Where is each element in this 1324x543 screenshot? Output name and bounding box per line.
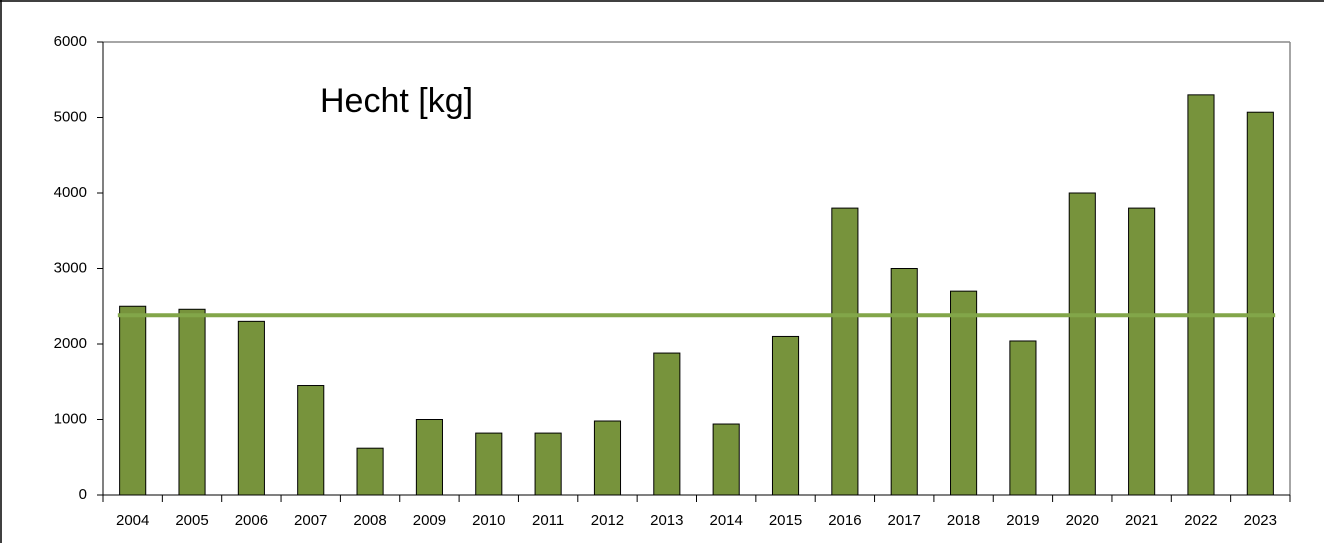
- bar: [712, 423, 740, 496]
- bar: [1009, 340, 1037, 496]
- bar: [831, 207, 859, 496]
- x-tick-label: 2021: [1125, 512, 1158, 529]
- x-tick-label: 2017: [888, 512, 921, 529]
- bar: [534, 432, 562, 496]
- bar: [771, 335, 800, 496]
- bar: [1128, 207, 1156, 496]
- bar: [890, 268, 918, 496]
- x-tick-label: 2012: [591, 512, 624, 529]
- x-tick-label: 2005: [175, 512, 208, 529]
- x-tick-label: 2008: [353, 512, 386, 529]
- x-tick-label: 2011: [532, 512, 564, 529]
- bar: [475, 432, 503, 496]
- x-tick-label: 2016: [828, 512, 861, 529]
- bar: [950, 290, 978, 496]
- x-tick-label: 2006: [235, 512, 268, 529]
- bar: [119, 305, 147, 496]
- bar: [1246, 111, 1274, 496]
- x-tick-label: 2015: [769, 512, 802, 529]
- bar: [653, 352, 681, 496]
- chart-title: Hecht [kg]: [320, 82, 473, 120]
- y-tick-label: 1000: [54, 410, 87, 427]
- y-tick-label: 2000: [54, 335, 87, 352]
- x-tick-label: 2014: [709, 512, 742, 529]
- x-tick-label: 2019: [1006, 512, 1039, 529]
- y-tick-label: 6000: [54, 33, 87, 50]
- x-tick-label: 2004: [116, 512, 149, 529]
- bar: [1068, 192, 1096, 496]
- x-tick-label: 2022: [1184, 512, 1217, 529]
- bar: [297, 385, 325, 496]
- x-tick-label: 2018: [947, 512, 980, 529]
- y-tick-label: 5000: [54, 108, 87, 125]
- y-tick-label: 0: [79, 486, 87, 503]
- bar: [415, 419, 443, 496]
- x-tick-label: 2020: [1066, 512, 1099, 529]
- bar: [1187, 94, 1215, 496]
- x-tick-label: 2013: [650, 512, 683, 529]
- x-tick-label: 2007: [294, 512, 327, 529]
- bar: [593, 420, 622, 496]
- y-tick-label: 3000: [54, 259, 87, 276]
- y-tick-label: 4000: [54, 184, 87, 201]
- bar: [237, 320, 265, 496]
- bar: [178, 308, 206, 496]
- x-tick-label: 2009: [413, 512, 446, 529]
- x-tick-label: 2010: [472, 512, 505, 529]
- bar: [356, 447, 384, 496]
- x-tick-label: 2023: [1244, 512, 1277, 529]
